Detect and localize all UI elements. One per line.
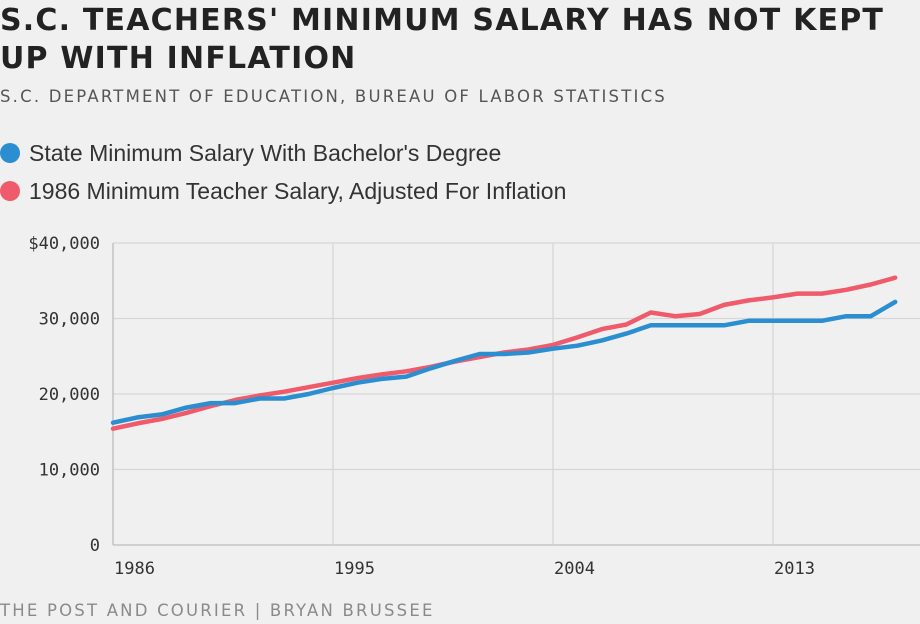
legend-label-inflation-salary: 1986 Minimum Teacher Salary, Adjusted Fo… [29,177,567,204]
chart-source: S.C. DEPARTMENT OF EDUCATION, BUREAU OF … [0,87,667,106]
series-line-bachelor-salary [110,299,898,425]
x-tick-label-0: 1986 [114,559,155,579]
legend: State Minimum Salary With Bachelor's Deg… [0,134,566,210]
chart-credit: THE POST AND COURIER | BRYAN BRUSSEE [0,601,435,620]
legend-dot-bachelor-salary [0,143,20,163]
x-tick-label-2: 2004 [554,559,595,579]
y-tick-label-0: 0 [90,536,100,556]
y-tick-label-3: 30,000 [39,310,100,330]
y-tick-label-4: $40,000 [28,234,100,254]
x-tick-label-1: 1995 [334,559,375,579]
legend-item-inflation-salary: 1986 Minimum Teacher Salary, Adjusted Fo… [0,172,566,210]
x-tick-label-3: 2013 [774,559,815,579]
legend-dot-inflation-salary [0,181,20,201]
line-chart: 0 10,000 20,000 30,000 $40,000 1986 1995 2004 20… [28,234,920,579]
legend-item-bachelor-salary: State Minimum Salary With Bachelor's Deg… [0,134,566,172]
y-tick-label-2: 20,000 [39,385,100,405]
y-tick-label-1: 10,000 [39,461,100,481]
chart-title: S.C. TEACHERS' MINIMUM SALARY HAS NOT KE… [0,3,885,76]
legend-label-bachelor-salary: State Minimum Salary With Bachelor's Deg… [29,139,502,166]
